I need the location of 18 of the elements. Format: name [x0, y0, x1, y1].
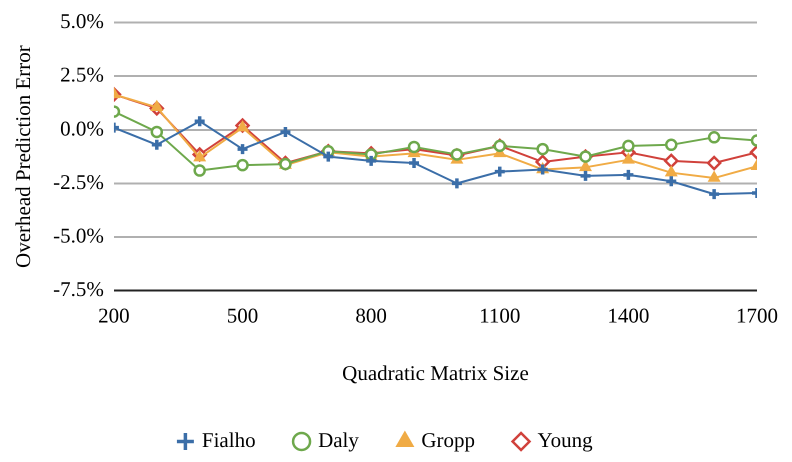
legend-label: Fialho: [202, 428, 256, 452]
y-tick-label: -5.0%: [53, 224, 104, 248]
x-tick-label: 1100: [479, 304, 520, 328]
y-axis-title: Overhead Prediction Error: [11, 45, 36, 268]
x-axis-title: Quadratic Matrix Size: [342, 360, 529, 385]
y-tick-label: 0.0%: [60, 116, 104, 140]
y-tick-label: -7.5%: [53, 277, 104, 302]
legend-label: Young: [538, 428, 594, 452]
x-tick-label: 200: [98, 304, 130, 328]
y-tick-label: 2.5%: [60, 62, 104, 87]
y-tick-label: 5.0%: [60, 9, 104, 34]
x-tick-label: 1700: [736, 304, 778, 328]
legend-label: Gropp: [421, 428, 476, 452]
legend-label: Daly: [318, 428, 360, 452]
x-tick-label: 1400: [607, 304, 650, 328]
x-tick-label: 500: [226, 304, 258, 328]
x-tick-label: 800: [355, 304, 387, 328]
y-tick-label: -2.5%: [53, 170, 104, 194]
